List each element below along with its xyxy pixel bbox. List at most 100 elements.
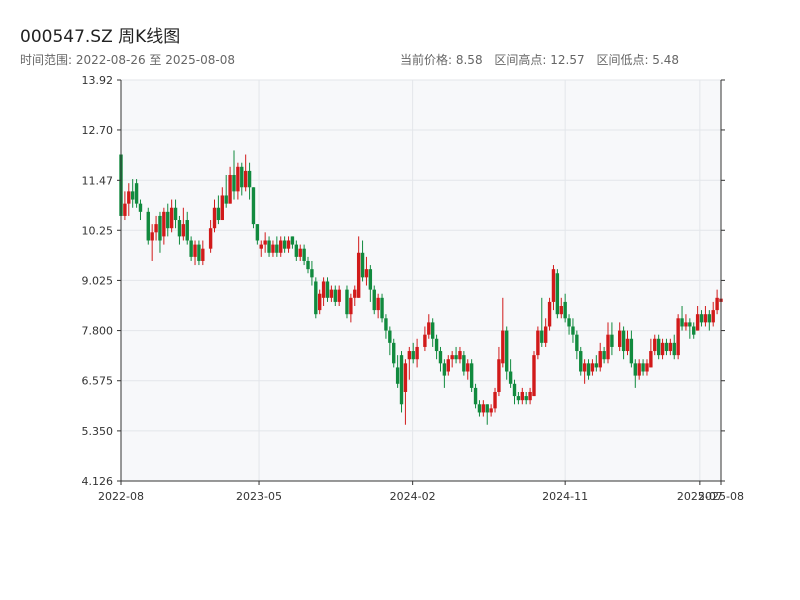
candle-body — [243, 170, 248, 188]
candle — [489, 404, 493, 417]
candle — [403, 359, 408, 425]
axes: 4.126 5.350 6.575 7.800 9.025 10.25 11.47 12.70… — [82, 74, 744, 503]
candle-body — [672, 342, 676, 356]
candle-body — [637, 363, 641, 376]
candle-body — [703, 314, 708, 323]
candle — [575, 330, 579, 360]
candle — [664, 338, 669, 356]
candle — [660, 338, 665, 360]
candle-body — [446, 359, 450, 372]
candle-body — [294, 244, 299, 257]
candle-body — [469, 363, 474, 388]
candle-body — [664, 342, 669, 352]
candle — [508, 359, 513, 388]
candle-body — [138, 203, 143, 212]
candle — [528, 387, 532, 405]
candle — [212, 199, 217, 233]
y-tick-label: 5.350 — [82, 425, 114, 438]
candle — [688, 318, 692, 339]
candle-body — [653, 338, 657, 352]
candle — [684, 314, 688, 331]
candle-body — [656, 338, 661, 356]
candle — [290, 236, 295, 249]
candle — [458, 346, 462, 364]
candle-body — [466, 363, 470, 372]
candle — [450, 351, 454, 368]
candle — [169, 199, 174, 233]
candle — [384, 314, 388, 339]
candle-body — [193, 244, 197, 257]
candle-body — [629, 338, 634, 364]
candle — [571, 318, 575, 343]
candle-body — [606, 334, 610, 360]
candle-body — [438, 351, 443, 364]
candle-body — [543, 326, 548, 343]
candle — [294, 240, 299, 261]
x-tick-label: 2023-05 — [236, 490, 282, 503]
candle — [298, 244, 302, 261]
candle — [505, 326, 509, 380]
candle — [243, 154, 248, 192]
candle — [711, 301, 715, 327]
current-price-label: 当前价格: 8.58 — [400, 53, 483, 67]
candle-body — [251, 187, 256, 225]
candle-body — [481, 404, 486, 413]
candle — [279, 236, 283, 257]
candle — [547, 297, 552, 331]
candle — [177, 215, 182, 245]
candle-body — [567, 318, 571, 327]
candle — [150, 224, 154, 261]
candle — [220, 187, 224, 221]
candle-body — [232, 174, 236, 192]
candle-body — [345, 289, 349, 315]
candle — [493, 387, 497, 413]
candle-body — [473, 387, 478, 405]
candle-body — [306, 260, 310, 270]
candle-body — [586, 363, 591, 376]
candle-body — [263, 240, 267, 245]
x-tick-label: 2024-02 — [390, 490, 436, 503]
period-high-label: 区间高点: 12.57 — [494, 53, 585, 67]
candle-body — [286, 240, 291, 249]
candle — [579, 346, 583, 376]
candle-body — [134, 183, 139, 204]
candle — [201, 240, 205, 266]
candle-body — [353, 289, 357, 298]
candle — [162, 207, 166, 245]
candle — [185, 211, 189, 245]
candle-body — [501, 330, 505, 364]
candle-body — [212, 207, 217, 229]
candle-body — [247, 170, 252, 188]
candle — [251, 187, 256, 229]
candle — [707, 310, 712, 331]
candle — [668, 338, 673, 356]
candle-body — [407, 351, 412, 360]
candle-body — [485, 404, 489, 413]
grid-lines — [120, 79, 722, 482]
candle-body — [185, 220, 189, 241]
candle-body — [477, 404, 482, 413]
candle — [325, 277, 330, 302]
candle — [329, 285, 334, 302]
candle-body — [547, 301, 552, 327]
y-tick-label: 7.800 — [82, 325, 114, 338]
candle-body — [442, 363, 447, 376]
candle-body — [368, 269, 373, 290]
candle — [395, 355, 400, 388]
candle — [485, 404, 489, 425]
candle-body — [582, 363, 587, 372]
candle-body — [177, 220, 182, 237]
candle — [551, 265, 556, 311]
candle — [181, 207, 186, 241]
candle — [563, 293, 567, 323]
candle — [680, 306, 684, 331]
candle-body — [259, 244, 263, 249]
candle — [306, 256, 310, 274]
candle-body — [676, 318, 680, 356]
candle-body — [641, 363, 645, 372]
candle — [411, 342, 415, 364]
candle-body — [181, 224, 186, 237]
candles-group — [119, 138, 723, 425]
candle-body — [228, 174, 232, 204]
